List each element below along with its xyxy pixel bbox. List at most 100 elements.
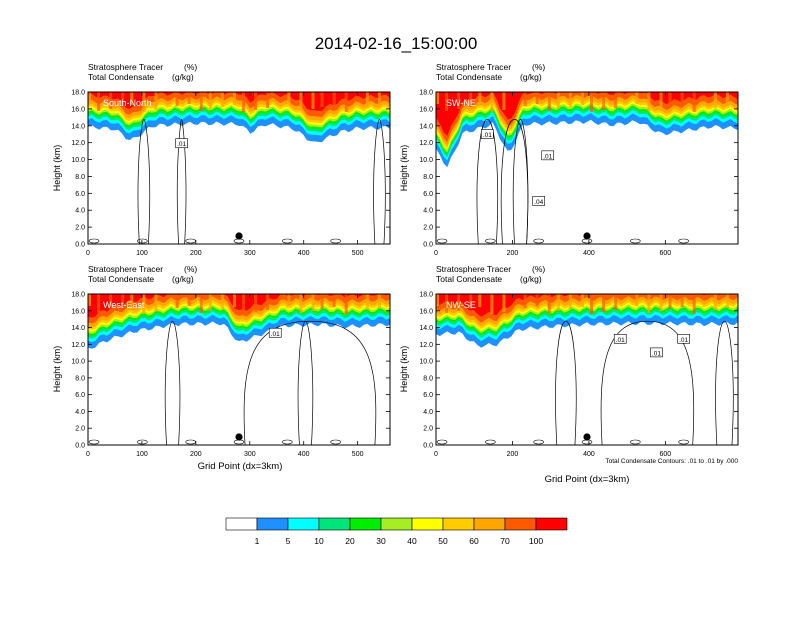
x-tick-label: 400 xyxy=(298,250,310,257)
tracer-streak xyxy=(88,294,91,306)
y-tick-label: 18.0 xyxy=(419,90,433,97)
panel-unit-tracer: (%) xyxy=(184,264,197,274)
tracer-streak xyxy=(121,92,125,107)
x-tick-label: 500 xyxy=(352,250,364,257)
y-tick-label: 2.0 xyxy=(423,426,433,433)
tracer-band xyxy=(436,294,738,317)
colorbar-label: 10 xyxy=(314,536,324,546)
surface-contour xyxy=(678,238,689,244)
svg-text:.04: .04 xyxy=(534,199,543,206)
surface-contour xyxy=(630,439,641,445)
tracer-streak xyxy=(311,294,315,311)
tracer-streak xyxy=(142,92,146,112)
surface-contour xyxy=(436,238,448,244)
tracer-streak xyxy=(547,92,551,111)
contour-label: .01 xyxy=(613,333,627,344)
y-tick-label: 6.0 xyxy=(75,191,85,198)
location-marker xyxy=(583,433,591,441)
surface-contour xyxy=(88,439,100,445)
tracer-streak xyxy=(242,294,246,314)
tracer-streak xyxy=(220,92,224,107)
x-tick-label: 200 xyxy=(507,451,519,458)
y-tick-label: 8.0 xyxy=(75,174,85,181)
tracer-streak xyxy=(457,294,461,311)
y-tick-label: 18.0 xyxy=(71,90,85,97)
tracer-streak xyxy=(692,92,696,112)
tracer-streak xyxy=(535,294,539,306)
panel-south-north: Stratosphere Tracer (%) Total Condensate… xyxy=(52,62,391,257)
x-tick-label: 400 xyxy=(583,250,595,257)
tracer-streak xyxy=(130,92,134,105)
tracer-streak xyxy=(725,294,729,308)
y-tick-label: 16.0 xyxy=(419,308,433,315)
y-tick-label: 6.0 xyxy=(75,392,85,399)
contour-label: .01 xyxy=(541,150,555,160)
y-tick-label: 12.0 xyxy=(71,140,85,147)
plot-frame xyxy=(435,293,739,446)
x-tick-label: 600 xyxy=(660,451,672,458)
x-tick-label: 100 xyxy=(136,451,148,458)
x-tick-label: 0 xyxy=(86,250,90,257)
panel-sw-ne: Stratosphere Tracer (%) Total Condensate… xyxy=(399,62,739,257)
y-tick-label: 16.0 xyxy=(71,308,85,315)
tracer-streak xyxy=(320,92,324,107)
tracer-streak xyxy=(445,92,449,111)
panel-name: SW-NE xyxy=(446,98,476,108)
svg-text:.01: .01 xyxy=(483,132,492,139)
y-tick-label: 12.0 xyxy=(71,342,85,349)
surface-contour xyxy=(630,238,641,244)
y-tick-label: 8.0 xyxy=(423,375,433,382)
y-tick-label: 8.0 xyxy=(75,375,85,382)
y-tick-label: 6.0 xyxy=(423,191,433,198)
colorbar-label: 30 xyxy=(376,536,386,546)
figure-title: 2014-02-16_15:00:00 xyxy=(315,34,478,53)
tracer-streak xyxy=(469,92,473,107)
colorbar-label: 60 xyxy=(469,536,479,546)
surface-contour xyxy=(137,238,148,244)
panel-name: West-East xyxy=(103,300,145,310)
tracer-streak xyxy=(208,294,212,311)
colorbar-swatch xyxy=(442,517,475,531)
tracer-field: .01 xyxy=(88,92,390,244)
tracer-streak xyxy=(266,92,270,108)
surface-contour xyxy=(485,439,496,445)
tracer-streak xyxy=(590,92,594,112)
tracer-band xyxy=(88,294,390,318)
colorbar-label: 50 xyxy=(438,536,448,546)
tracer-streak xyxy=(457,92,461,109)
x-tick-label: 500 xyxy=(352,451,364,458)
panel-name: NW-SE xyxy=(446,300,476,310)
condensate-contour xyxy=(373,119,386,244)
y-tick-label: 4.0 xyxy=(75,208,85,215)
tracer-streak xyxy=(154,294,158,312)
y-axis-label: Height (km) xyxy=(399,346,409,393)
y-tick-label: 0.0 xyxy=(423,443,433,450)
svg-text:.01: .01 xyxy=(616,337,625,344)
colorbar-swatch xyxy=(380,517,413,531)
tracer-streak xyxy=(692,294,696,314)
colorbar-swatch xyxy=(287,517,320,531)
tracer-band xyxy=(436,92,738,137)
panel-label-tracer: Stratosphere Tracer xyxy=(88,62,163,72)
colorbar-swatch xyxy=(225,517,258,531)
tracer-streak xyxy=(490,92,494,112)
condensate-contour xyxy=(297,320,314,445)
tracer-streak xyxy=(130,294,134,307)
svg-text:.01: .01 xyxy=(177,141,186,148)
y-tick-label: 14.0 xyxy=(71,325,85,332)
tracer-streak xyxy=(254,294,258,312)
tracer-streak xyxy=(109,294,113,311)
surface-contour xyxy=(330,238,341,244)
tracer-streak xyxy=(568,294,572,309)
tracer-streak xyxy=(580,92,584,105)
x-axis-label: Grid Point (dx=3km) xyxy=(198,461,283,472)
surface-contour xyxy=(678,439,689,445)
tracer-streak xyxy=(445,294,449,313)
panel-nw-se: Stratosphere Tracer (%) Total Condensate… xyxy=(399,264,739,485)
tracer-streak xyxy=(502,92,506,110)
panel-label-tracer: Stratosphere Tracer xyxy=(436,62,511,72)
y-tick-label: 14.0 xyxy=(419,325,433,332)
svg-text:.01: .01 xyxy=(679,337,688,344)
condensate-contour xyxy=(164,320,181,445)
y-axis-label: Height (km) xyxy=(52,346,62,393)
